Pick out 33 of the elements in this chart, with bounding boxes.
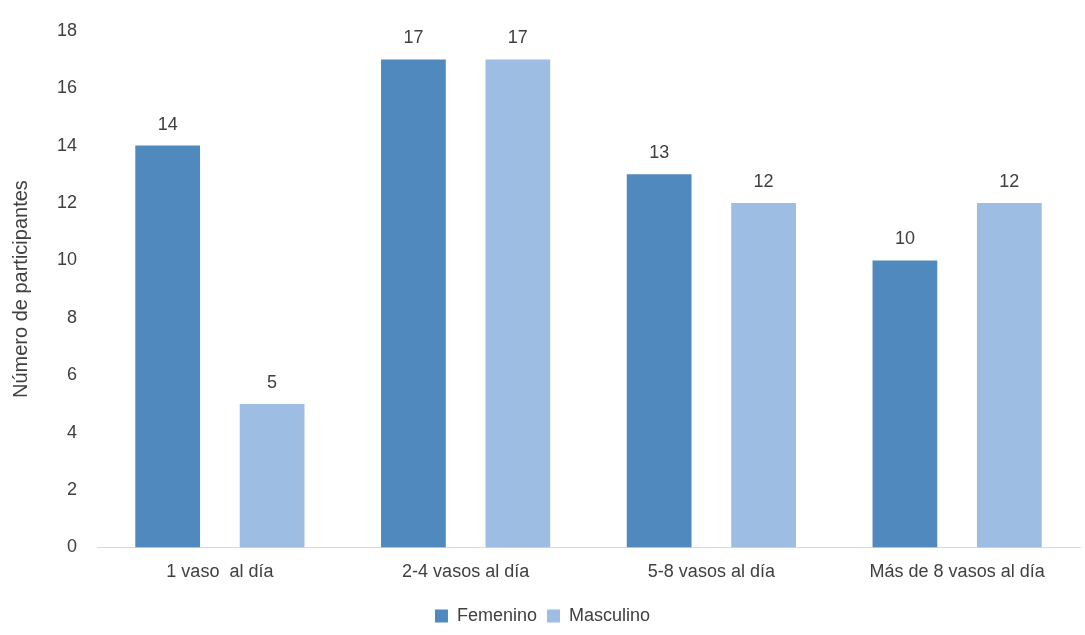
y-axis-title: Número de participantes <box>8 180 31 399</box>
data-label: 17 <box>507 27 528 48</box>
x-tick-label: 1 vaso al día <box>166 561 275 582</box>
legend-label: Masculino <box>569 604 651 625</box>
data-label: 5 <box>267 371 278 392</box>
data-label: 17 <box>403 27 424 48</box>
y-tick-label: 18 <box>56 19 78 40</box>
data-label: 14 <box>157 113 178 134</box>
x-tick-label: 5-8 vasos al día <box>647 561 776 582</box>
legend-label: Femenino <box>456 604 538 625</box>
bar <box>239 403 305 548</box>
bar <box>976 203 1042 548</box>
y-tick-label: 10 <box>56 249 78 270</box>
y-tick-label: 6 <box>67 364 78 385</box>
x-tick-label: 2-4 vasos al día <box>402 561 531 582</box>
bar <box>872 260 938 548</box>
x-tick-label: Más de 8 vasos al día <box>869 561 1046 582</box>
y-tick-label: 2 <box>67 478 78 499</box>
data-label: 13 <box>649 142 670 163</box>
bar <box>731 203 796 548</box>
data-label: 10 <box>894 228 915 249</box>
y-tick-label: 8 <box>67 306 78 327</box>
y-tick-label: 4 <box>67 421 78 442</box>
bar <box>626 174 692 548</box>
y-tick-label: 12 <box>56 191 78 212</box>
y-tick-label: 14 <box>56 134 78 155</box>
data-label: 12 <box>999 170 1020 191</box>
y-tick-label: 16 <box>56 77 78 98</box>
y-tick-label: 0 <box>67 536 78 557</box>
data-label: 12 <box>753 170 774 191</box>
bar <box>485 59 551 548</box>
bar <box>135 145 201 548</box>
bar <box>381 59 446 548</box>
